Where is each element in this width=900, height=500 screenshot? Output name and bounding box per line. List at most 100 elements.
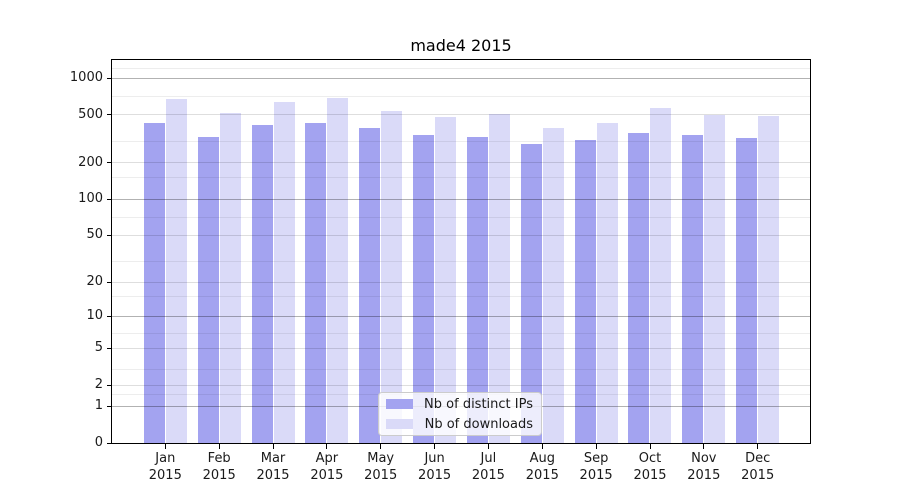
gridline-major-1000 (112, 77, 810, 79)
y-tick-mark-5 (107, 347, 112, 349)
y-tick-label-1: 1 (94, 398, 103, 414)
x-tick-label-month-jun: Jun (424, 451, 445, 466)
gridline-minor-150 (112, 177, 810, 179)
x-tick-label-month-jan: Jan (155, 451, 176, 466)
gridline-minor-300 (112, 141, 810, 142)
y-tick-mark-2 (107, 384, 112, 386)
legend-item-distinct-ips: Nb of distinct IPs (386, 396, 533, 412)
x-tick-label-month-jul: Jul (480, 451, 497, 466)
x-tick-label-nov: Nov 2015 (674, 450, 734, 484)
x-tick-label-month-oct: Oct (638, 451, 662, 466)
bar-nb-of-distinct-ips-may (359, 128, 381, 443)
bar-nb-of-distinct-ips-oct (628, 132, 650, 443)
bar-nb-of-distinct-ips-aug (520, 144, 542, 443)
x-tick-mark-feb (218, 444, 220, 449)
x-tick-mark-dec (757, 444, 759, 449)
x-tick-label-year-aug: 2015 (525, 468, 559, 483)
bar-nb-of-downloads-sep (596, 122, 618, 443)
bar-nb-of-downloads-jul (488, 114, 510, 443)
x-tick-label-month-feb: Feb (207, 451, 231, 466)
x-tick-label-feb: Feb 2015 (189, 450, 249, 484)
y-tick-mark-50 (107, 234, 112, 236)
legend: Nb of distinct IPs Nb of downloads (378, 392, 542, 436)
bar-nb-of-distinct-ips-nov (682, 134, 704, 443)
gridline-minor-30 (112, 261, 810, 263)
x-tick-label-month-nov: Nov (691, 451, 717, 466)
x-tick-mark-aug (541, 444, 543, 449)
y-tick-mark-1 (107, 405, 112, 407)
bar-nb-of-distinct-ips-jul (466, 137, 488, 443)
bar-nb-of-downloads-oct (650, 107, 672, 443)
x-tick-label-year-may: 2015 (364, 468, 398, 483)
legend-item-downloads: Nb of downloads (386, 416, 533, 432)
bar-nb-of-downloads-jan (165, 99, 187, 443)
x-tick-label-mar: Mar 2015 (243, 450, 303, 484)
x-tick-mark-jul (487, 444, 489, 449)
gridline-labeled-500 (112, 114, 810, 116)
legend-label-downloads: Nb of downloads (424, 416, 533, 432)
bar-nb-of-distinct-ips-sep (574, 139, 596, 443)
x-tick-label-year-dec: 2015 (741, 468, 775, 483)
x-tick-label-may: May 2015 (351, 450, 411, 484)
x-tick-mark-oct (649, 444, 651, 449)
x-tick-label-jun: Jun 2015 (405, 450, 465, 484)
gridline-major-100 (112, 198, 810, 200)
bar-nb-of-downloads-aug (542, 127, 564, 443)
x-tick-mark-mar (272, 444, 274, 449)
x-tick-label-year-sep: 2015 (579, 468, 613, 483)
bar-nb-of-distinct-ips-mar (251, 125, 273, 443)
gridline-labeled-200 (112, 162, 810, 164)
x-tick-label-oct: Oct 2015 (620, 450, 680, 484)
gridline-labeled-5 (112, 347, 810, 349)
y-tick-mark-20 (107, 281, 112, 283)
legend-label-distinct-ips: Nb of distinct IPs (424, 396, 533, 412)
plot-area (111, 59, 811, 444)
gridline-minor-7 (112, 332, 810, 334)
gridline-minor-700 (112, 96, 810, 98)
x-tick-label-month-dec: Dec (745, 451, 771, 466)
x-tick-label-year-nov: 2015 (687, 468, 721, 483)
x-tick-mark-sep (595, 444, 597, 449)
x-tick-label-jan: Jan 2015 (135, 450, 195, 484)
bar-nb-of-distinct-ips-apr (305, 122, 327, 443)
y-tick-mark-0 (107, 442, 112, 444)
y-tick-mark-10 (107, 315, 112, 317)
gridline-labeled-2 (112, 384, 810, 386)
gridline-minor-3 (112, 369, 810, 371)
y-tick-label-1000: 1000 (69, 70, 103, 85)
x-tick-label-year-oct: 2015 (633, 468, 667, 483)
y-tick-label-500: 500 (78, 106, 103, 122)
bar-nb-of-downloads-mar (273, 102, 295, 443)
x-tick-label-month-apr: Apr (315, 451, 339, 466)
y-tick-label-20: 20 (86, 274, 103, 290)
x-tick-label-jul: Jul 2015 (458, 450, 518, 484)
y-tick-mark-500 (107, 114, 112, 116)
x-tick-mark-jun (434, 444, 436, 449)
bar-nb-of-distinct-ips-feb (197, 137, 219, 443)
bar-nb-of-downloads-feb (219, 113, 241, 443)
gridline-minor-1200 (112, 67, 810, 69)
gridline-labeled-50 (112, 234, 810, 236)
x-tick-label-year-jan: 2015 (148, 468, 182, 483)
x-tick-label-year-jun: 2015 (418, 468, 452, 483)
y-tick-label-100: 100 (78, 191, 103, 207)
x-tick-label-sep: Sep 2015 (566, 450, 626, 484)
y-tick-label-10: 10 (86, 308, 103, 324)
x-tick-mark-may (380, 444, 382, 449)
x-tick-label-apr: Apr 2015 (297, 450, 357, 484)
legend-swatch-distinct-ips (386, 399, 413, 409)
y-tick-label-5: 5 (94, 340, 103, 356)
bar-nb-of-downloads-may (381, 110, 403, 443)
gridline-minor-15 (112, 296, 810, 297)
bar-nb-of-distinct-ips-dec (736, 138, 758, 443)
gridline-minor-70 (112, 217, 810, 219)
x-tick-label-aug: Aug 2015 (512, 450, 572, 484)
x-tick-label-year-jul: 2015 (471, 468, 505, 483)
x-tick-mark-nov (703, 444, 705, 449)
x-tick-label-month-may: May (367, 451, 395, 466)
bar-nb-of-downloads-apr (327, 98, 349, 443)
legend-swatch-downloads (386, 419, 413, 429)
x-tick-label-year-mar: 2015 (256, 468, 290, 483)
gridline-major-10 (112, 315, 810, 317)
bar-nb-of-distinct-ips-jun (413, 134, 435, 443)
